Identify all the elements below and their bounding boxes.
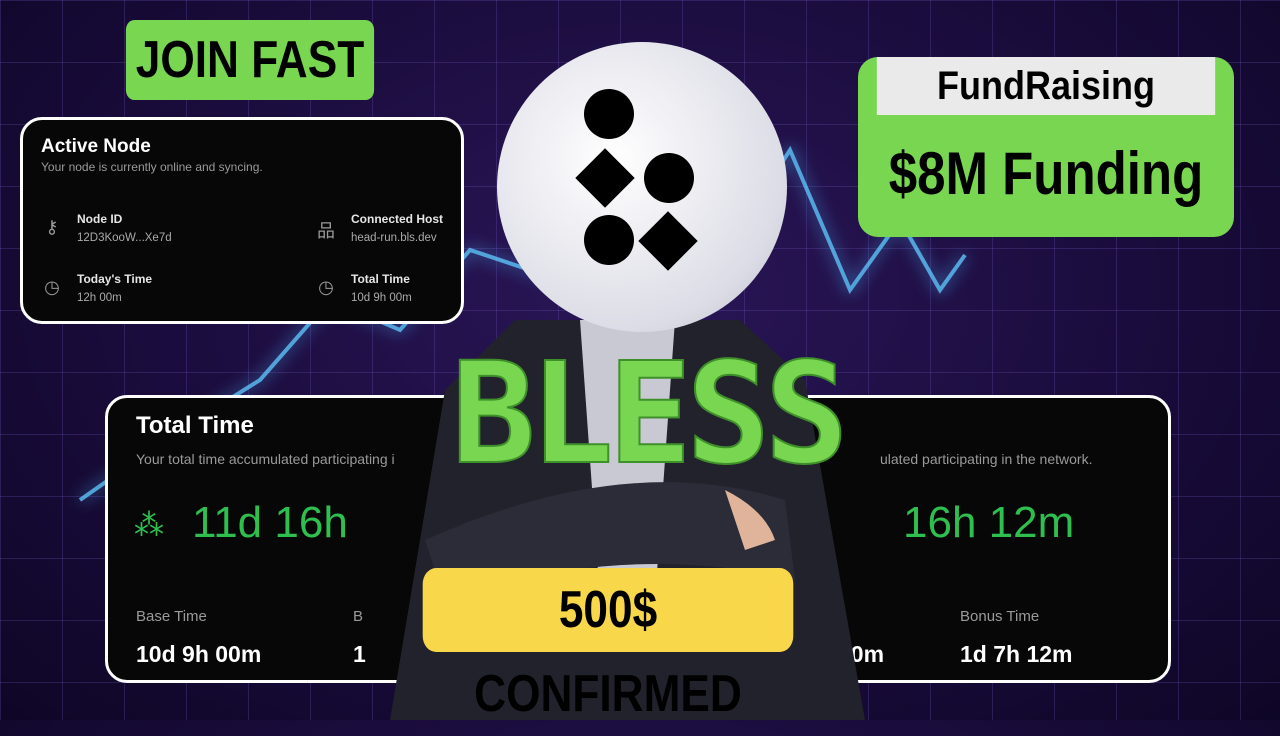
base-time-value: 10d 9h 00m (136, 641, 262, 667)
item-label: Total Time (351, 272, 410, 286)
item-value: head-run.bls.dev (351, 232, 437, 244)
fundraising-title: FundRaising (876, 57, 1216, 115)
bonus-time-label: Bonus Time (960, 608, 1040, 625)
clock-icon: ◷ (44, 277, 60, 297)
total-time-item: ◷ Total Time 10d 9h 00m (315, 272, 412, 304)
item-label: Today's Time (77, 272, 153, 286)
confirmed-badge: 500$ CONFIRMED (422, 568, 794, 723)
bless-logo (497, 42, 787, 332)
item-label: Connected Host (351, 212, 444, 226)
card-title: Active Node (41, 136, 151, 157)
item-value: 10d 9h 00m (351, 292, 412, 304)
item-value: 12D3KooW...Xe7d (77, 232, 172, 244)
active-node-card: Active Node Your node is currently onlin… (20, 117, 464, 324)
bless-title: BLESS (450, 333, 849, 496)
clock-icon: ◷ (318, 277, 334, 297)
base-time-label: Base Time (136, 608, 207, 625)
card-subtitle: Your total time accumulated participatin… (136, 451, 395, 467)
b-value: 1 (353, 641, 366, 667)
card-subtitle: Your node is currently online and syncin… (41, 160, 263, 174)
todays-time-item: ◷ Today's Time 12h 00m (41, 272, 152, 304)
connected-host-item: 品 Connected Host head-run.bls.dev (315, 212, 443, 244)
nodes-icon: ⁂ (134, 509, 164, 542)
node-id-item: ⚷ Node ID 12D3KooW...Xe7d (41, 212, 172, 244)
card-subtitle-right: ulated participating in the network. (880, 451, 1093, 467)
total-time-value: 11d 16h (192, 498, 348, 547)
key-icon: ⚷ (45, 217, 59, 237)
b-label: B (353, 608, 364, 625)
item-value: 12h 00m (77, 292, 122, 304)
network-icon: 品 (317, 221, 335, 241)
item-label: Node ID (77, 212, 123, 226)
bonus-time-value: 1d 7h 12m (960, 641, 1073, 667)
funding-amount: $8M Funding (888, 140, 1204, 207)
card-title: Total Time (136, 412, 254, 439)
total-time-value-right: 16h 12m (903, 498, 1075, 547)
join-fast-badge: JOIN FAST (125, 20, 375, 100)
fundraising-badge: FundRaising $8M Funding (858, 57, 1234, 237)
